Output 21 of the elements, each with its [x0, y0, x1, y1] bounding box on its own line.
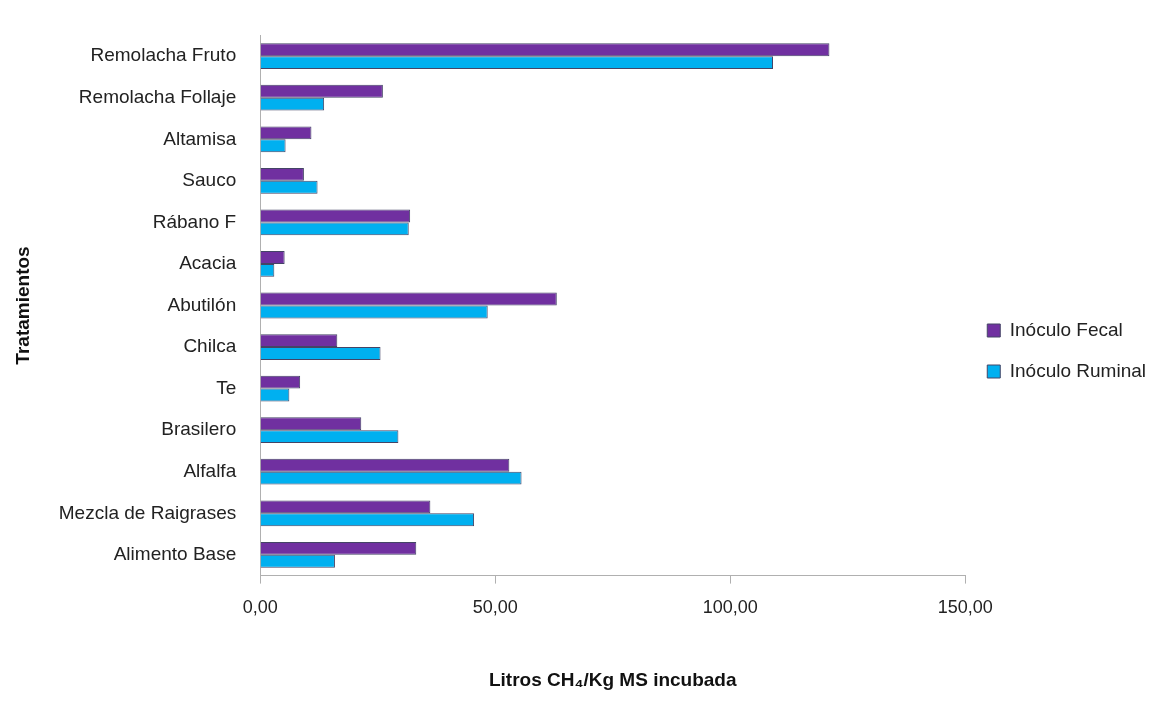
y-tick-label: Altamisa	[163, 127, 237, 149]
y-tick-label: Abutilón	[167, 293, 237, 315]
x-tick-label: 0,00	[242, 597, 278, 618]
y-tick-label: Mezcla de Raigrases	[58, 501, 237, 523]
x-tick-label: 50,00	[472, 597, 518, 618]
y-tick-label: Alimento Base	[113, 543, 237, 565]
y-tick-label: Sauco	[182, 169, 237, 191]
y-tick-label: Remolacha Fruto	[90, 44, 237, 66]
y-tick-label: Alfalfa	[183, 459, 237, 481]
x-tick-label: 150,00	[937, 597, 993, 618]
y-tick-label: Remolacha Follaje	[78, 85, 237, 107]
legend-label: Inóculo Fecal	[1009, 318, 1123, 340]
x-tick-label: 100,00	[702, 597, 758, 618]
legend-label: Inóculo Ruminal	[1009, 359, 1147, 381]
y-tick-label: Te	[216, 376, 237, 398]
y-tick-label: Chilca	[183, 335, 237, 357]
y-axis-title: Tratamientos	[11, 246, 33, 365]
y-tick-label: Rábano F	[152, 210, 237, 232]
y-tick-label: Brasilero	[161, 418, 237, 440]
x-axis-title: Litros CH₄/Kg MS incubada	[488, 668, 737, 690]
y-tick-label: Acacia	[179, 252, 237, 274]
